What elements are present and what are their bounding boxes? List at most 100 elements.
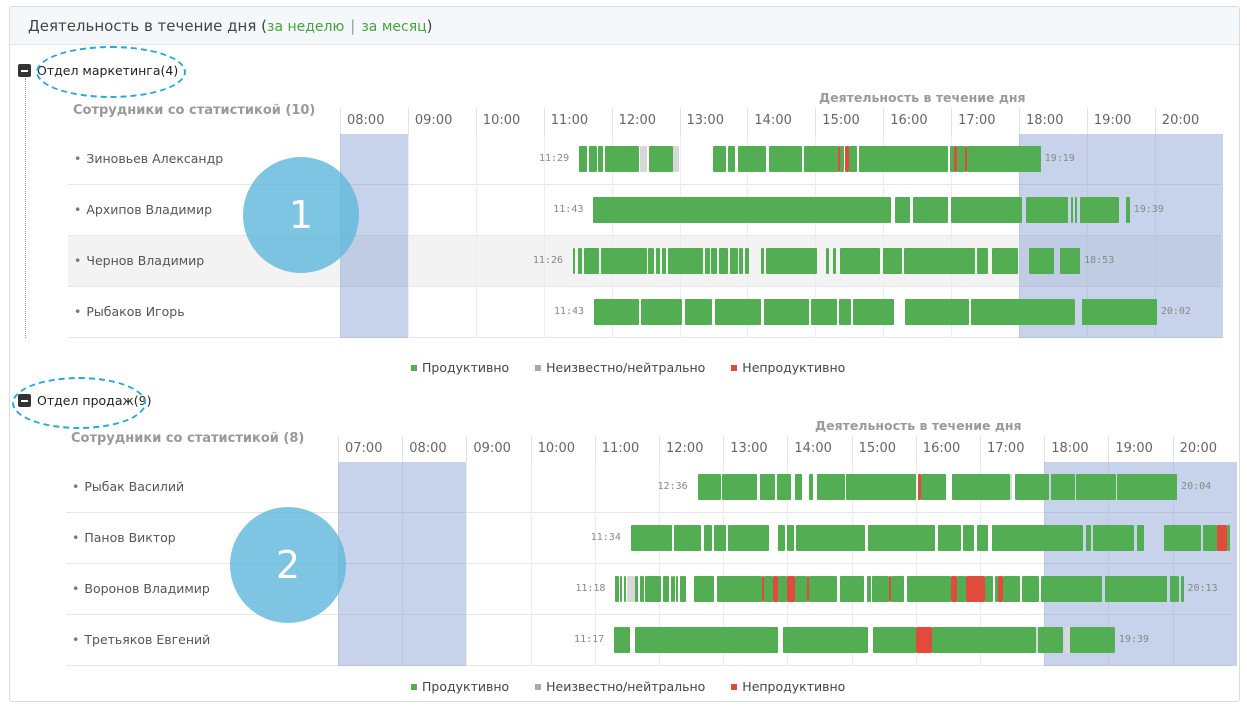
activity-bar[interactable] xyxy=(721,474,757,500)
activity-bar[interactable] xyxy=(572,248,575,274)
activity-bar[interactable] xyxy=(951,474,1010,500)
activity-bar[interactable] xyxy=(1170,576,1180,602)
activity-bar[interactable] xyxy=(954,146,958,172)
activity-bar[interactable] xyxy=(1137,525,1144,551)
activity-bar[interactable] xyxy=(951,576,957,602)
activity-bar[interactable] xyxy=(1065,627,1070,653)
activity-bar[interactable] xyxy=(858,146,948,172)
activity-bar[interactable] xyxy=(985,576,993,602)
activity-bar[interactable] xyxy=(769,146,802,172)
activity-bar[interactable] xyxy=(593,197,892,223)
activity-bar[interactable] xyxy=(713,146,726,172)
activity-bar[interactable] xyxy=(787,525,794,551)
activity-bar[interactable] xyxy=(846,474,916,500)
activity-bar[interactable] xyxy=(773,576,779,602)
activity-bar[interactable] xyxy=(1025,197,1068,223)
activity-bar[interactable] xyxy=(737,146,767,172)
activity-bar[interactable] xyxy=(837,146,841,172)
activity-bar[interactable] xyxy=(705,248,711,274)
activity-bar[interactable] xyxy=(795,576,807,602)
activity-bar[interactable] xyxy=(711,248,717,274)
activity-bar[interactable] xyxy=(787,576,796,602)
activity-bar[interactable] xyxy=(577,248,583,274)
activity-bar[interactable] xyxy=(811,299,838,325)
month-link[interactable]: за месяц xyxy=(361,19,427,35)
activity-bar[interactable] xyxy=(675,576,678,602)
activity-bar[interactable] xyxy=(739,248,743,274)
collapse-toggle-icon[interactable] xyxy=(18,394,31,407)
activity-bar[interactable] xyxy=(778,576,788,602)
activity-bar[interactable] xyxy=(1216,525,1228,551)
activity-bar[interactable] xyxy=(744,248,749,274)
activity-bar[interactable] xyxy=(604,146,639,172)
activity-bar[interactable] xyxy=(684,299,713,325)
activity-bar[interactable] xyxy=(1069,627,1115,653)
activity-bar[interactable] xyxy=(904,299,969,325)
activity-bar[interactable] xyxy=(1015,474,1050,500)
activity-bar[interactable] xyxy=(716,576,762,602)
activity-bar[interactable] xyxy=(782,627,869,653)
activity-bar[interactable] xyxy=(760,474,775,500)
activity-bar[interactable] xyxy=(674,525,702,551)
activity-bar[interactable] xyxy=(760,248,764,274)
activity-bar[interactable] xyxy=(1035,627,1038,653)
activity-bar[interactable] xyxy=(714,525,726,551)
activity-bar[interactable] xyxy=(778,525,785,551)
activity-bar[interactable] xyxy=(673,576,676,602)
activity-bar[interactable] xyxy=(971,299,1075,325)
activity-bar[interactable] xyxy=(849,146,858,172)
activity-bar[interactable] xyxy=(867,576,871,602)
activity-bar[interactable] xyxy=(957,146,965,172)
activity-bar[interactable] xyxy=(839,248,881,274)
activity-bar[interactable] xyxy=(614,627,631,653)
activity-bar[interactable] xyxy=(728,146,736,172)
activity-bar[interactable] xyxy=(765,248,817,274)
activity-bar[interactable] xyxy=(1082,299,1157,325)
activity-bar[interactable] xyxy=(839,299,851,325)
activity-bar[interactable] xyxy=(644,576,661,602)
employee-name[interactable]: Панов Виктор xyxy=(72,530,175,545)
activity-bar[interactable] xyxy=(1085,525,1092,551)
activity-bar[interactable] xyxy=(641,299,683,325)
activity-bar[interactable] xyxy=(1037,627,1064,653)
activity-bar[interactable] xyxy=(694,576,714,602)
activity-bar[interactable] xyxy=(648,146,673,172)
activity-bar[interactable] xyxy=(895,197,911,223)
activity-bar[interactable] xyxy=(816,474,846,500)
activity-bar[interactable] xyxy=(826,248,829,274)
activity-bar[interactable] xyxy=(620,576,623,602)
activity-bar[interactable] xyxy=(932,627,1036,653)
activity-bar[interactable] xyxy=(1164,525,1201,551)
activity-bar[interactable] xyxy=(1003,576,1020,602)
activity-bar[interactable] xyxy=(761,576,765,602)
activity-bar[interactable] xyxy=(1029,248,1055,274)
activity-bar[interactable] xyxy=(804,146,838,172)
activity-bar[interactable] xyxy=(670,576,673,602)
activity-bar[interactable] xyxy=(920,474,946,500)
activity-bar[interactable] xyxy=(600,248,647,274)
activity-bar[interactable] xyxy=(888,576,892,602)
activity-bar[interactable] xyxy=(1075,197,1078,223)
employee-name[interactable]: Рыбаков Игорь xyxy=(74,304,184,319)
activity-bar[interactable] xyxy=(640,146,647,172)
activity-bar[interactable] xyxy=(1022,576,1040,602)
activity-bar[interactable] xyxy=(937,525,961,551)
activity-bar[interactable] xyxy=(703,525,712,551)
activity-bar[interactable] xyxy=(840,146,844,172)
activity-bar[interactable] xyxy=(976,525,988,551)
activity-bar[interactable] xyxy=(1040,576,1102,602)
activity-bar[interactable] xyxy=(764,576,774,602)
activity-bar[interactable] xyxy=(964,146,968,172)
activity-bar[interactable] xyxy=(662,576,669,602)
activity-bar[interactable] xyxy=(589,146,597,172)
activity-bar[interactable] xyxy=(832,248,836,274)
activity-bar[interactable] xyxy=(672,146,680,172)
activity-bar[interactable] xyxy=(918,474,921,500)
activity-bar[interactable] xyxy=(991,248,1018,274)
activity-bar[interactable] xyxy=(1009,474,1013,500)
activity-bar[interactable] xyxy=(679,576,686,602)
activity-bar[interactable] xyxy=(579,146,588,172)
activity-bar[interactable] xyxy=(1092,525,1135,551)
activity-bar[interactable] xyxy=(845,146,850,172)
activity-bar[interactable] xyxy=(796,525,866,551)
